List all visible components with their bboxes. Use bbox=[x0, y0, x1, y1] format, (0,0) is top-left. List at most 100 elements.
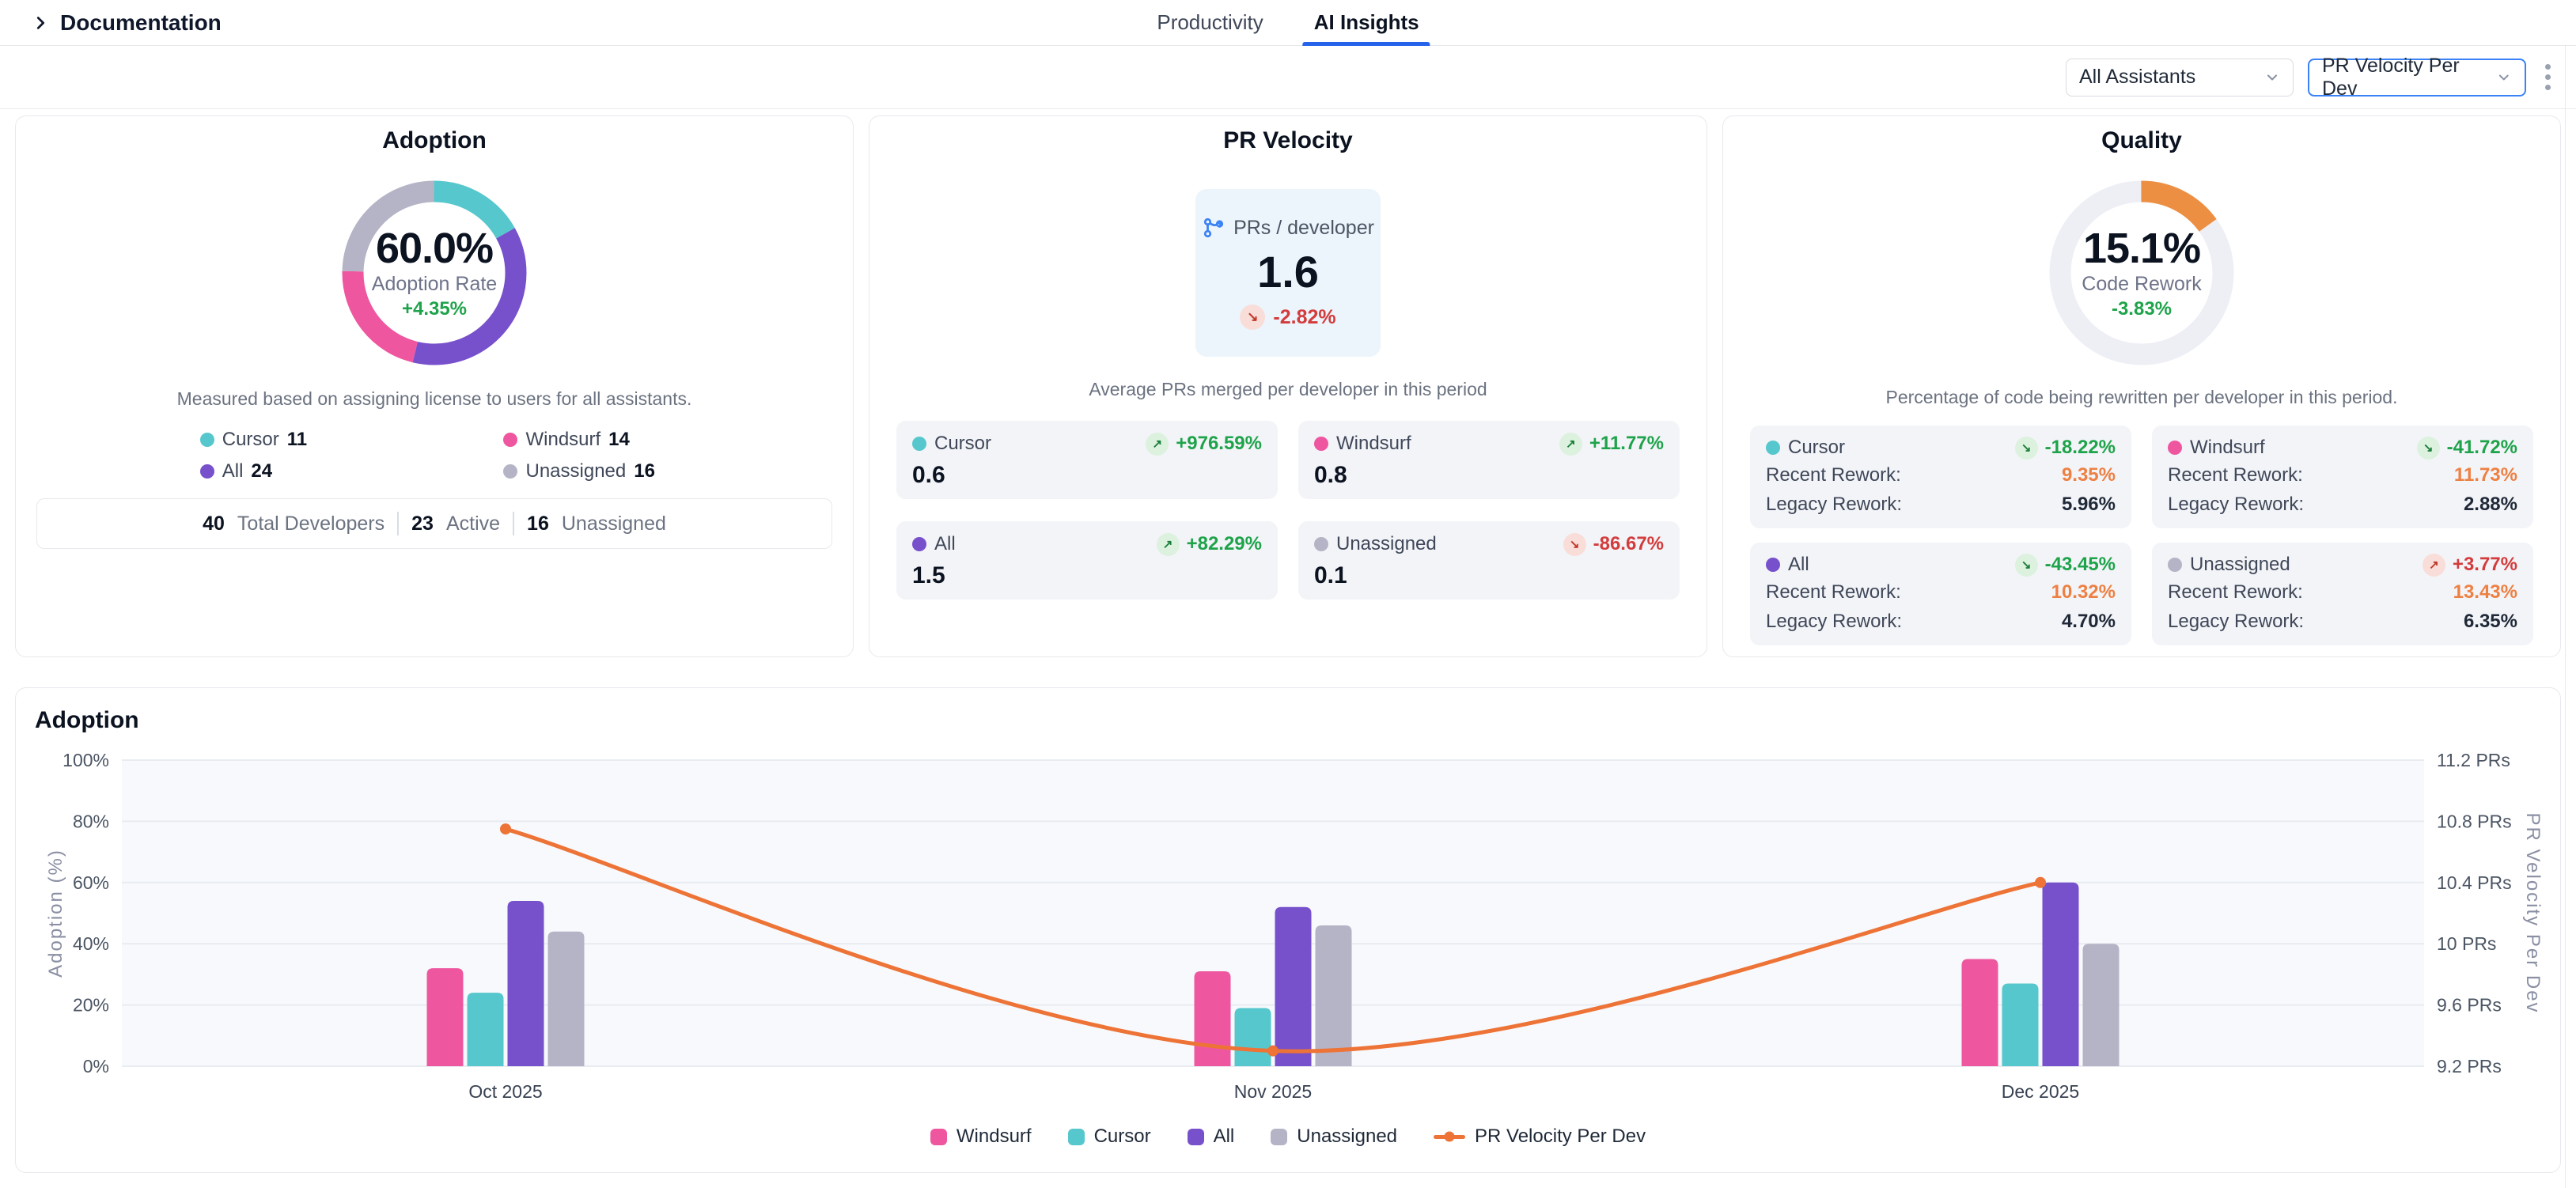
cursor-dot-icon bbox=[912, 437, 926, 451]
main-content: Adoption 60.0% Adoption Rate +4.35% Meas… bbox=[0, 109, 2576, 1173]
chart-legend: Windsurf Cursor All Unassigned PR Veloci… bbox=[35, 1126, 2541, 1148]
quality-tile-windsurf: Windsurf ↘ -41.72% Recent Rework: 11.73% L… bbox=[2152, 426, 2533, 528]
adoption-rate-delta: +4.35% bbox=[401, 297, 468, 320]
pr-tile-value: 0.1 bbox=[1314, 562, 1347, 588]
adoption-card: Adoption 60.0% Adoption Rate +4.35% Meas… bbox=[15, 115, 854, 657]
pr-tile-windsurf: Windsurf ↗ +11.77% 0.8 bbox=[1298, 421, 1680, 499]
windsurf-swatch-icon bbox=[930, 1128, 947, 1145]
chart-legend-unassigned[interactable]: Unassigned bbox=[1271, 1126, 1397, 1148]
x-axis-label: Nov 2025 bbox=[1234, 1081, 1312, 1102]
bar-all-1[interactable] bbox=[1275, 906, 1312, 1066]
assistants-select[interactable]: All Assistants bbox=[2066, 58, 2294, 96]
trend-up-icon: ↗ bbox=[2422, 553, 2445, 577]
legend-item-windsurf: Windsurf 14 bbox=[503, 429, 853, 451]
y-right-tick: 10 PRs bbox=[2437, 933, 2496, 954]
pr-tile-value: 1.5 bbox=[912, 562, 945, 588]
donut-segment-cursor[interactable] bbox=[342, 180, 527, 365]
unassigned-dot-icon bbox=[2168, 558, 2182, 572]
quality-tiles: Cursor ↘ -18.22% Recent Rework: 9.35% Lega… bbox=[1750, 426, 2533, 645]
bar-cursor-0[interactable] bbox=[467, 993, 504, 1066]
tab-strip: Productivity AI Insights bbox=[1157, 0, 1430, 46]
adoption-rate-label: Adoption Rate bbox=[371, 272, 498, 295]
pr-velocity-card: PR Velocity PRs / developer 1.6 ↘ -2.82%… bbox=[869, 115, 1707, 657]
bar-cursor-2[interactable] bbox=[2002, 983, 2039, 1066]
y-right-axis-title: PR Velocity Per Dev bbox=[2522, 812, 2543, 1013]
bar-windsurf-2[interactable] bbox=[1961, 959, 1998, 1066]
pr-velocity-point-0[interactable] bbox=[500, 823, 511, 835]
adoption-combo-chart[interactable]: 0% 9.2 PRs 20% 9.6 PRs 40% 10 PRs 60% 10.4 PRs 8… bbox=[35, 740, 2544, 1126]
chart-legend-windsurf[interactable]: Windsurf bbox=[930, 1126, 1032, 1148]
line-marker-icon bbox=[1434, 1131, 1466, 1142]
windsurf-dot-icon bbox=[2168, 441, 2182, 455]
bar-cursor-1[interactable] bbox=[1234, 1008, 1271, 1066]
trend-down-icon: ↘ bbox=[2416, 436, 2440, 460]
y-left-tick: 100% bbox=[63, 750, 109, 770]
unassigned-dot-icon bbox=[503, 464, 518, 479]
chart-legend-pr-velocity-line[interactable]: PR Velocity Per Dev bbox=[1434, 1126, 1646, 1148]
chart-legend-all[interactable]: All bbox=[1187, 1126, 1234, 1148]
adoption-rate-value: 60.0% bbox=[375, 224, 494, 272]
bar-windsurf-1[interactable] bbox=[1194, 971, 1231, 1066]
quality-card-title: Quality bbox=[2101, 127, 2182, 153]
pr-tile-value: 0.6 bbox=[912, 462, 945, 488]
pr-velocity-point-1[interactable] bbox=[1267, 1045, 1279, 1057]
tab-productivity[interactable]: Productivity bbox=[1157, 10, 1263, 34]
bar-all-2[interactable] bbox=[2042, 882, 2079, 1066]
pr-metric-delta: ↘ -2.82% bbox=[1240, 305, 1336, 330]
donut-segment-code-rework[interactable] bbox=[2049, 180, 2234, 365]
quality-subtitle: Percentage of code being rewritten per d… bbox=[1885, 387, 2398, 407]
bar-unassigned-0[interactable] bbox=[547, 931, 585, 1066]
cursor-swatch-icon bbox=[1067, 1128, 1085, 1145]
adoption-card-title: Adoption bbox=[382, 127, 487, 153]
pr-velocity-point-2[interactable] bbox=[2035, 876, 2046, 888]
tab-ai-insights[interactable]: AI Insights bbox=[1302, 0, 1430, 46]
metric-select[interactable]: PR Velocity Per Dev bbox=[2308, 55, 2526, 100]
quality-tile-unassigned: Unassigned ↗ +3.77% Recent Rework: 13.43% … bbox=[2152, 543, 2533, 645]
pr-tile-all: All ↗ +82.29% 1.5 bbox=[896, 521, 1278, 600]
adoption-legend: Cursor 11 Windsurf 14 All 24 Unassigned 16 bbox=[16, 429, 853, 482]
developer-stats-box: 40 Total Developers 23 Active 16 Unassigned bbox=[36, 498, 832, 549]
cursor-dot-icon bbox=[1766, 441, 1780, 455]
pr-velocity-card-title: PR Velocity bbox=[1223, 127, 1353, 153]
pr-velocity-tiles: Cursor ↗ +976.59% 0.6 Windsurf ↗ +11.77% 0… bbox=[896, 421, 1680, 600]
legend-item-unassigned: Unassigned 16 bbox=[503, 460, 853, 482]
unassigned-swatch-icon bbox=[1271, 1128, 1288, 1145]
divider bbox=[397, 512, 400, 535]
scrollbar-edge bbox=[2565, 46, 2566, 1188]
x-axis-label: Dec 2025 bbox=[2002, 1081, 2079, 1102]
trend-down-icon: ↘ bbox=[2014, 553, 2038, 577]
all-swatch-icon bbox=[1187, 1128, 1204, 1145]
bar-all-0[interactable] bbox=[507, 901, 544, 1066]
chevron-down-icon bbox=[2267, 74, 2278, 81]
quality-donut-chart[interactable]: 15.1% Code Rework -3.83% bbox=[2048, 180, 2235, 366]
kebab-menu-icon[interactable] bbox=[2540, 58, 2555, 96]
kpi-cards-row: Adoption 60.0% Adoption Rate +4.35% Meas… bbox=[15, 115, 2561, 657]
bar-windsurf-0[interactable] bbox=[426, 968, 464, 1066]
chevron-right-icon bbox=[36, 16, 45, 29]
trend-down-icon: ↘ bbox=[1240, 305, 1266, 330]
x-axis-label: Oct 2025 bbox=[468, 1081, 542, 1102]
trend-up-icon: ↗ bbox=[1559, 432, 1582, 456]
bar-unassigned-1[interactable] bbox=[1315, 925, 1352, 1066]
donut-segment-windsurf[interactable] bbox=[342, 180, 527, 365]
code-rework-value: 15.1% bbox=[2082, 224, 2201, 272]
trend-down-icon: ↘ bbox=[1563, 532, 1586, 556]
breadcrumb[interactable]: Documentation bbox=[32, 10, 222, 36]
filters-toolbar: All Assistants PR Velocity Per Dev bbox=[0, 46, 2576, 109]
top-tab-bar: Documentation Productivity AI Insights bbox=[0, 0, 2576, 46]
windsurf-dot-icon bbox=[1314, 437, 1328, 451]
adoption-note: Measured based on assigning license to u… bbox=[176, 388, 692, 409]
y-left-axis-title: Adoption (%) bbox=[45, 849, 66, 978]
bar-unassigned-2[interactable] bbox=[2082, 944, 2120, 1066]
divider bbox=[513, 512, 515, 535]
y-left-tick: 60% bbox=[73, 872, 109, 893]
y-right-tick: 10.4 PRs bbox=[2437, 872, 2512, 893]
legend-item-cursor: Cursor 11 bbox=[199, 429, 504, 451]
chart-legend-cursor[interactable]: Cursor bbox=[1067, 1126, 1151, 1148]
pr-velocity-subtitle: Average PRs merged per developer in this… bbox=[1089, 379, 1487, 399]
all-dot-icon bbox=[1766, 558, 1780, 572]
windsurf-dot-icon bbox=[503, 433, 518, 447]
trend-up-icon: ↗ bbox=[1146, 432, 1169, 456]
adoption-donut-chart[interactable]: 60.0% Adoption Rate +4.35% bbox=[341, 180, 528, 366]
donut-segment-all[interactable] bbox=[342, 180, 527, 365]
